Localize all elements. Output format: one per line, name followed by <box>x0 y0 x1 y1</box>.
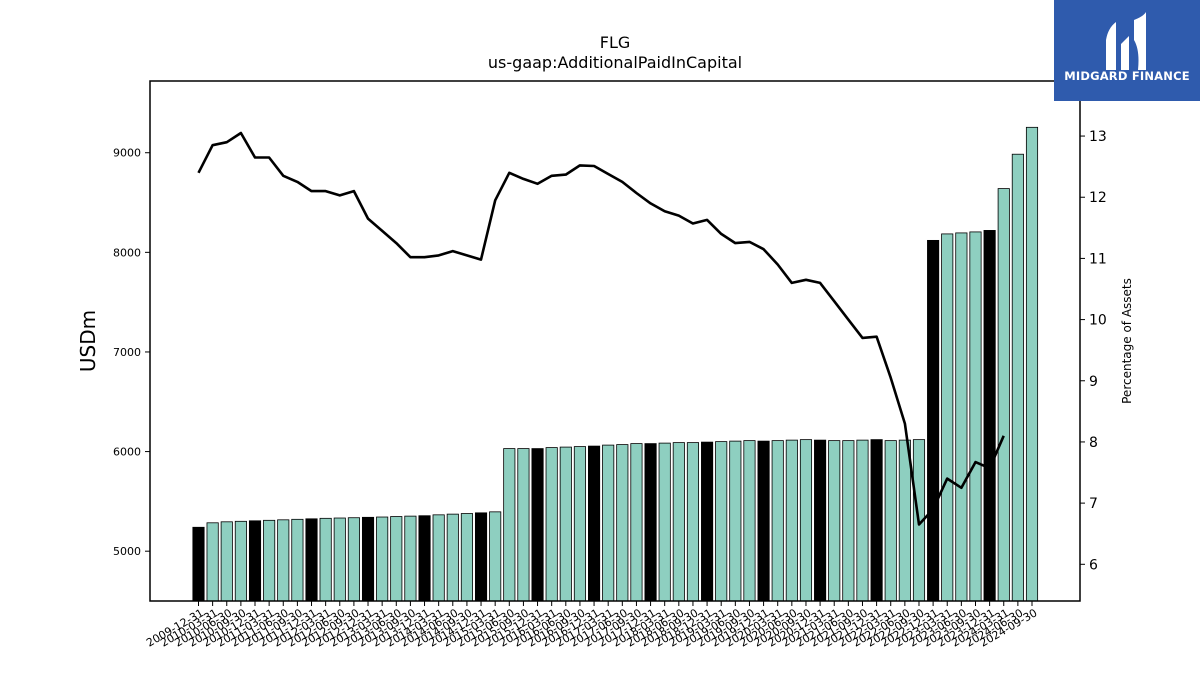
y-tick-label-8000: 8000 <box>113 246 141 259</box>
bar-2023-12-31 <box>983 230 996 602</box>
y-tick-label-9000: 9000 <box>113 147 141 160</box>
bar-2022-06-30 <box>898 439 911 602</box>
x-axis: 2009-12-312010-03-312010-06-302010-09-30… <box>144 601 1040 650</box>
bar-2017-06-30 <box>616 444 629 602</box>
bar-group <box>192 126 1039 602</box>
bar-2021-09-30 <box>856 439 869 602</box>
bar-2016-06-30 <box>559 446 572 602</box>
bar-2012-09-30 <box>347 517 360 602</box>
logo-text: MIDGARD FINANCE <box>1064 69 1190 83</box>
y2-tick-label-7: 7 <box>1089 496 1098 512</box>
y2-tick-label-10: 10 <box>1089 313 1107 329</box>
bar-2019-12-31 <box>757 440 770 602</box>
bar-2016-12-31 <box>588 445 601 602</box>
bar-2017-09-30 <box>630 443 643 602</box>
bar-2024-03-31 <box>997 188 1010 602</box>
bar-2023-09-30 <box>969 231 982 602</box>
y2-tick-label-9: 9 <box>1089 374 1098 390</box>
bar-2011-03-31 <box>263 519 276 602</box>
bar-2020-12-31 <box>814 439 827 602</box>
line-layer <box>197 131 1005 526</box>
chart-subtitle: us-gaap:AdditionalPaidInCapital <box>488 53 742 72</box>
bar-2023-03-31 <box>941 233 954 602</box>
y-tick-label-7000: 7000 <box>113 346 141 359</box>
bar-2013-06-30 <box>390 516 403 602</box>
y2-tick-label-8: 8 <box>1089 435 1098 451</box>
bar-2015-12-31 <box>531 448 544 602</box>
y-tick-label-5000: 5000 <box>113 545 141 558</box>
bar-2020-03-31 <box>771 440 784 602</box>
bar-2019-03-31 <box>715 441 728 602</box>
y-axis-label: USDm <box>76 310 100 372</box>
bar-2014-03-31 <box>432 514 445 602</box>
bar-2021-03-31 <box>828 440 841 602</box>
percentage-line <box>197 131 1005 526</box>
y2-tick-label-12: 12 <box>1089 190 1107 206</box>
plot-frame <box>149 80 1081 602</box>
bar-2017-12-31 <box>644 443 657 602</box>
bar-2021-06-30 <box>842 440 855 602</box>
bar-2017-03-31 <box>602 444 615 602</box>
bar-2019-09-30 <box>743 440 756 602</box>
bar-2010-06-30 <box>220 521 233 602</box>
bar-2013-03-31 <box>376 516 389 602</box>
bar-2018-06-30 <box>672 442 685 602</box>
bar-2018-03-31 <box>658 442 671 602</box>
chart-title: FLG <box>600 33 631 52</box>
bar-2014-06-30 <box>446 513 459 602</box>
bar-2022-03-31 <box>884 440 897 602</box>
bar-2018-12-31 <box>701 441 714 602</box>
bar-2011-09-30 <box>291 518 304 602</box>
bar-2010-12-31 <box>248 520 262 602</box>
bar-2024-09-30 <box>1025 126 1039 602</box>
bar-2013-09-30 <box>404 515 417 602</box>
bar-2021-12-31 <box>870 439 883 602</box>
y2-axis-label: Percentage of Assets <box>1120 278 1134 404</box>
bar-2018-09-30 <box>686 442 699 602</box>
bar-2009-12-31 <box>192 526 205 602</box>
bar-2010-03-31 <box>206 522 219 602</box>
y2-tick-label-11: 11 <box>1089 251 1107 267</box>
brand-logo: MIDGARD FINANCE <box>1054 0 1200 101</box>
bar-2023-06-30 <box>955 232 968 602</box>
y-tick-label-6000: 6000 <box>113 446 141 459</box>
bar-2012-12-31 <box>361 516 375 602</box>
bar-2014-09-30 <box>460 513 473 602</box>
left-axis: 5000 6000 7000 8000 9000 <box>113 147 150 558</box>
bar-2019-06-30 <box>729 440 742 602</box>
bar-2016-03-31 <box>545 447 558 602</box>
bar-2024-06-30 <box>1011 153 1024 602</box>
bar-2020-09-30 <box>799 439 813 602</box>
y2-tick-label-13: 13 <box>1089 129 1107 145</box>
bar-2010-09-30 <box>234 520 247 602</box>
bar-2022-12-31 <box>927 239 940 602</box>
bar-2014-12-31 <box>474 512 488 602</box>
bar-2012-06-30 <box>333 517 346 602</box>
bar-2015-06-30 <box>503 448 516 602</box>
bar-2020-06-30 <box>785 439 798 602</box>
bar-2016-09-30 <box>573 446 586 602</box>
bar-2011-06-30 <box>277 519 290 602</box>
right-axis: 6 7 8 9 10 11 12 13 <box>1080 129 1107 573</box>
bar-2013-12-31 <box>418 515 431 602</box>
bar-2011-12-31 <box>305 518 318 602</box>
bar-2015-03-31 <box>489 511 502 602</box>
logo-mark-icon <box>1106 12 1146 70</box>
y2-tick-label-6: 6 <box>1089 557 1098 573</box>
bar-2012-03-31 <box>319 517 332 602</box>
bar-2015-09-30 <box>517 448 530 602</box>
